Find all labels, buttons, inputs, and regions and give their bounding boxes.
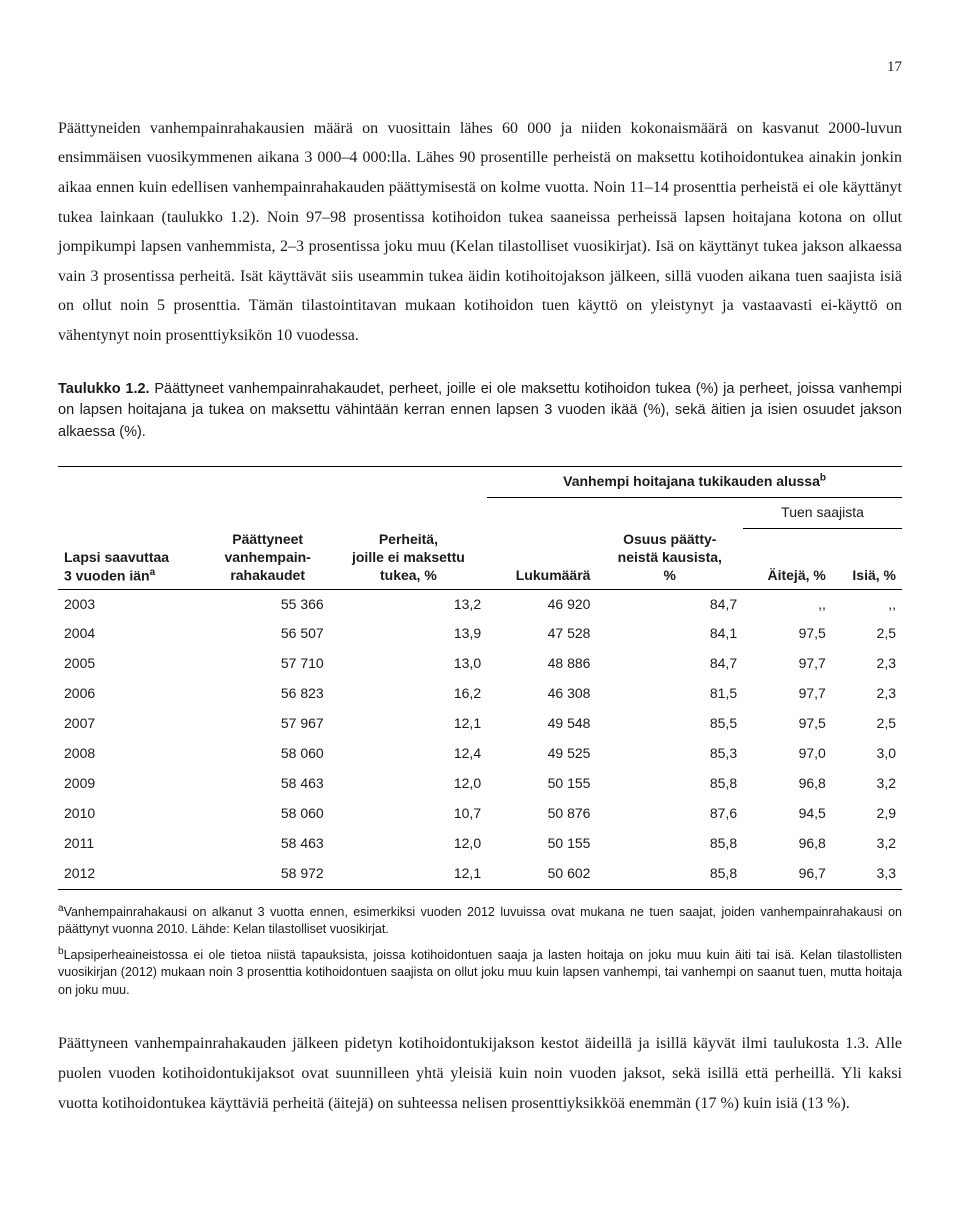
table-cell: 50 602 (487, 859, 596, 889)
table-cell: 97,0 (743, 739, 832, 769)
table-cell: 13,0 (330, 649, 487, 679)
table-cell: 97,5 (743, 619, 832, 649)
table-row: 200456 50713,947 52884,197,52,5 (58, 619, 902, 649)
table-cell: 84,1 (596, 619, 743, 649)
table-cell: 50 155 (487, 769, 596, 799)
table-cell: ,, (743, 589, 832, 619)
caption-label: Taulukko 1.2. (58, 381, 150, 397)
table-cell: 96,7 (743, 859, 832, 889)
col-header-7: Isiä, % (832, 528, 902, 589)
table-cell: 16,2 (330, 679, 487, 709)
table-cell: 2006 (58, 679, 206, 709)
col-header-3: Perheitä,joille ei maksettutukea, % (330, 528, 487, 589)
table-cell: 85,3 (596, 739, 743, 769)
col-header-5: Osuus päätty-neistä kausista,% (596, 528, 743, 589)
table-cell: 3,2 (832, 769, 902, 799)
group-header: Vanhempi hoitajana tukikauden alussab (487, 466, 902, 497)
table-cell: 84,7 (596, 589, 743, 619)
table-cell: 10,7 (330, 799, 487, 829)
table-cell: 2011 (58, 829, 206, 859)
table-caption: Taulukko 1.2. Päättyneet vanhempainrahak… (58, 379, 902, 444)
table-cell: 12,0 (330, 769, 487, 799)
table-cell: 12,1 (330, 859, 487, 889)
paragraph-2: Päättyneen vanhempainrahakauden jälkeen … (58, 1029, 902, 1118)
table-cell: 97,5 (743, 709, 832, 739)
table-cell: 56 823 (206, 679, 330, 709)
footnote-b: bLapsiperheaineistossa ei ole tietoa nii… (58, 945, 902, 1000)
table-row: 200757 96712,149 54885,597,52,5 (58, 709, 902, 739)
table-cell: ,, (832, 589, 902, 619)
table-cell: 2,5 (832, 709, 902, 739)
table-cell: 2004 (58, 619, 206, 649)
table-cell: 56 507 (206, 619, 330, 649)
table-cell: 2009 (58, 769, 206, 799)
table-cell: 58 972 (206, 859, 330, 889)
table-cell: 85,8 (596, 859, 743, 889)
table-cell: 2,3 (832, 679, 902, 709)
paragraph-1: Päättyneiden vanhempainrahakausien määrä… (58, 114, 902, 351)
col-header-4: Lukumäärä (487, 528, 596, 589)
table-cell: 50 155 (487, 829, 596, 859)
table-cell: 58 060 (206, 739, 330, 769)
col-header-1: Lapsi saavuttaa3 vuoden iäna (58, 528, 206, 589)
table-cell: 96,8 (743, 829, 832, 859)
table-cell: 94,5 (743, 799, 832, 829)
table-row: 201258 97212,150 60285,896,73,3 (58, 859, 902, 889)
table-cell: 85,8 (596, 769, 743, 799)
table-cell: 2,9 (832, 799, 902, 829)
table-cell: 2003 (58, 589, 206, 619)
table-cell: 84,7 (596, 649, 743, 679)
table-cell: 3,2 (832, 829, 902, 859)
table-cell: 12,4 (330, 739, 487, 769)
table-cell: 57 710 (206, 649, 330, 679)
table-cell: 87,6 (596, 799, 743, 829)
caption-text: Päättyneet vanhempainrahakaudet, perheet… (58, 381, 902, 441)
table-cell: 97,7 (743, 679, 832, 709)
table-cell: 46 920 (487, 589, 596, 619)
table-cell: 12,1 (330, 709, 487, 739)
table-row: 200355 36613,246 92084,7,,,, (58, 589, 902, 619)
table-row: 200557 71013,048 88684,797,72,3 (58, 649, 902, 679)
table-cell: 13,2 (330, 589, 487, 619)
table-cell: 2010 (58, 799, 206, 829)
table-cell: 97,7 (743, 649, 832, 679)
table-cell: 57 967 (206, 709, 330, 739)
table-cell: 49 548 (487, 709, 596, 739)
table-cell: 58 463 (206, 829, 330, 859)
table-cell: 55 366 (206, 589, 330, 619)
table-cell: 3,3 (832, 859, 902, 889)
data-table: Vanhempi hoitajana tukikauden alussab Tu… (58, 466, 902, 890)
page-number: 17 (58, 54, 902, 82)
subgroup-header: Tuen saajista (743, 497, 902, 528)
table-cell: 47 528 (487, 619, 596, 649)
table-cell: 3,0 (832, 739, 902, 769)
table-body: 200355 36613,246 92084,7,,,,200456 50713… (58, 589, 902, 889)
table-cell: 2,3 (832, 649, 902, 679)
table-cell: 81,5 (596, 679, 743, 709)
table-cell: 13,9 (330, 619, 487, 649)
table-cell: 58 060 (206, 799, 330, 829)
table-cell: 2008 (58, 739, 206, 769)
table-cell: 2007 (58, 709, 206, 739)
table-cell: 46 308 (487, 679, 596, 709)
table-cell: 85,8 (596, 829, 743, 859)
table-row: 200858 06012,449 52585,397,03,0 (58, 739, 902, 769)
table-row: 201158 46312,050 15585,896,83,2 (58, 829, 902, 859)
table-cell: 2,5 (832, 619, 902, 649)
table-row: 200958 46312,050 15585,896,83,2 (58, 769, 902, 799)
table-cell: 2005 (58, 649, 206, 679)
table-cell: 58 463 (206, 769, 330, 799)
footnote-a: aVanhempainrahakausi on alkanut 3 vuotta… (58, 902, 902, 939)
table-cell: 96,8 (743, 769, 832, 799)
table-cell: 12,0 (330, 829, 487, 859)
col-header-2: Päättyneetvanhempain-rahakaudet (206, 528, 330, 589)
table-cell: 48 886 (487, 649, 596, 679)
col-header-6: Äitejä, % (743, 528, 832, 589)
table-cell: 85,5 (596, 709, 743, 739)
table-row: 200656 82316,246 30881,597,72,3 (58, 679, 902, 709)
table-cell: 2012 (58, 859, 206, 889)
table-cell: 49 525 (487, 739, 596, 769)
table-row: 201058 06010,750 87687,694,52,9 (58, 799, 902, 829)
table-cell: 50 876 (487, 799, 596, 829)
